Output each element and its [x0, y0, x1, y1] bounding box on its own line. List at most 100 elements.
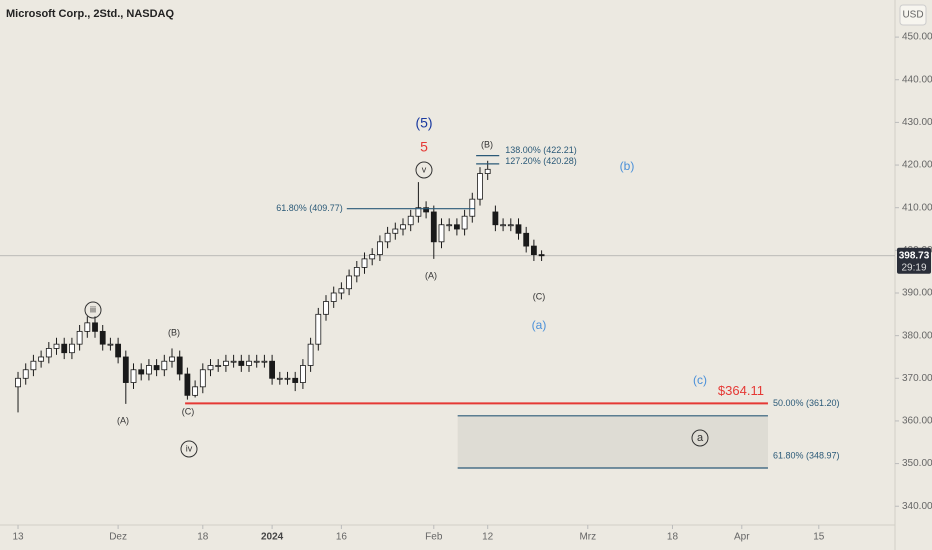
- candle-body: [507, 224, 514, 227]
- candle-body: [92, 322, 98, 332]
- y-tick-label: 370.00: [902, 373, 932, 384]
- candle-body: [84, 322, 91, 332]
- wave-circle: [84, 301, 102, 319]
- candle-body: [115, 343, 122, 358]
- y-tick-label: 380.00: [902, 330, 932, 341]
- candle-body: [69, 343, 75, 354]
- candle-body: [400, 224, 406, 230]
- candle-body: [538, 254, 545, 257]
- chart-title: Microsoft Corp., 2Std., NASDAQ: [6, 8, 175, 20]
- candle-body: [438, 224, 445, 243]
- wave-label: (A): [117, 415, 129, 425]
- currency-label: USD: [902, 10, 923, 21]
- candle-body: [261, 360, 268, 363]
- candle-body: [307, 343, 314, 366]
- wave-label: a: [697, 432, 704, 444]
- candle-body: [61, 343, 68, 354]
- candle-body: [446, 224, 453, 227]
- price-tag: [897, 247, 931, 274]
- candle-body: [146, 365, 152, 375]
- candle-body: [207, 365, 214, 371]
- candle-body: [523, 232, 530, 247]
- wave-label: (C): [182, 406, 195, 416]
- candle-body: [138, 369, 145, 375]
- candle-body: [469, 198, 476, 217]
- currency-button[interactable]: [899, 4, 927, 26]
- x-tick-label: 16: [336, 532, 348, 543]
- wave-label: (a): [532, 318, 547, 332]
- wave-label: v: [422, 164, 427, 174]
- fib-label: 50.00% (361.20): [773, 398, 840, 408]
- wave-circle: [180, 440, 198, 458]
- x-tick-label: 15: [813, 532, 825, 543]
- wave-label: iv: [186, 443, 193, 453]
- wave-label: (C): [533, 291, 546, 301]
- candle-body: [515, 224, 522, 234]
- x-tick-label: 18: [197, 532, 209, 543]
- x-tick-label: 13: [12, 532, 24, 543]
- y-tick-label: 410.00: [902, 202, 932, 213]
- wave-label: iii: [90, 304, 96, 314]
- fib-zone: [457, 415, 768, 468]
- candle-body: [253, 360, 260, 363]
- wave-label: (5): [415, 115, 432, 131]
- candle-body: [184, 373, 191, 396]
- wave-label: (B): [481, 139, 493, 149]
- candle-body: [53, 343, 60, 349]
- x-tick-label: 18: [667, 532, 679, 543]
- candle-body: [76, 330, 83, 345]
- candle-body: [269, 360, 276, 379]
- candle-body: [346, 275, 352, 290]
- candle-body: [415, 207, 422, 217]
- price-tag-value: 398.73: [899, 250, 930, 261]
- price-tag-countdown: 29:19: [901, 262, 926, 273]
- y-tick-label: 430.00: [902, 117, 932, 128]
- candle-body: [153, 365, 160, 371]
- candle-body: [430, 211, 437, 243]
- candle-body: [361, 258, 368, 268]
- candle-body: [353, 267, 360, 277]
- candle-body: [530, 245, 537, 256]
- candle-body: [230, 360, 237, 363]
- candle-body: [38, 356, 45, 362]
- target-label: $364.11: [718, 383, 764, 398]
- y-tick-label: 450.00: [902, 32, 932, 43]
- candle-body: [15, 377, 21, 388]
- candle-body: [376, 241, 383, 256]
- candle-body: [484, 168, 491, 174]
- candle-body: [323, 301, 329, 315]
- candle-body: [284, 377, 291, 380]
- x-tick-label: Feb: [425, 532, 443, 543]
- y-tick-label: 420.00: [902, 160, 932, 171]
- candle-body: [392, 228, 399, 234]
- candle-body: [407, 215, 414, 226]
- wave-label: (A): [425, 270, 437, 280]
- x-tick-label: 12: [482, 532, 494, 543]
- candle-body: [30, 360, 37, 371]
- y-tick-label: 390.00: [902, 288, 932, 299]
- wave-circle: [691, 429, 709, 447]
- y-tick-label: 350.00: [902, 458, 932, 469]
- candle-body: [477, 173, 483, 200]
- candle-body: [169, 356, 175, 362]
- x-tick-label: Dez: [109, 532, 127, 543]
- candle-body: [292, 377, 299, 383]
- candle-body: [192, 386, 199, 396]
- candle-body: [492, 211, 499, 226]
- candle-body: [461, 215, 468, 230]
- candle-body: [176, 356, 183, 375]
- fib-label: 61.80% (409.77): [276, 203, 343, 213]
- candle-body: [423, 207, 429, 213]
- candle-body: [130, 369, 137, 383]
- wave-label: (b): [620, 159, 635, 173]
- candle-body: [500, 224, 506, 227]
- fib-label: 138.00% (422.21): [505, 145, 577, 155]
- candle-body: [199, 369, 206, 388]
- wave-label: (B): [168, 327, 180, 337]
- candle-body: [369, 254, 376, 260]
- y-tick-label: 440.00: [902, 74, 932, 85]
- candle-body: [338, 288, 345, 294]
- candle-body: [161, 360, 168, 371]
- candle-body: [22, 369, 29, 379]
